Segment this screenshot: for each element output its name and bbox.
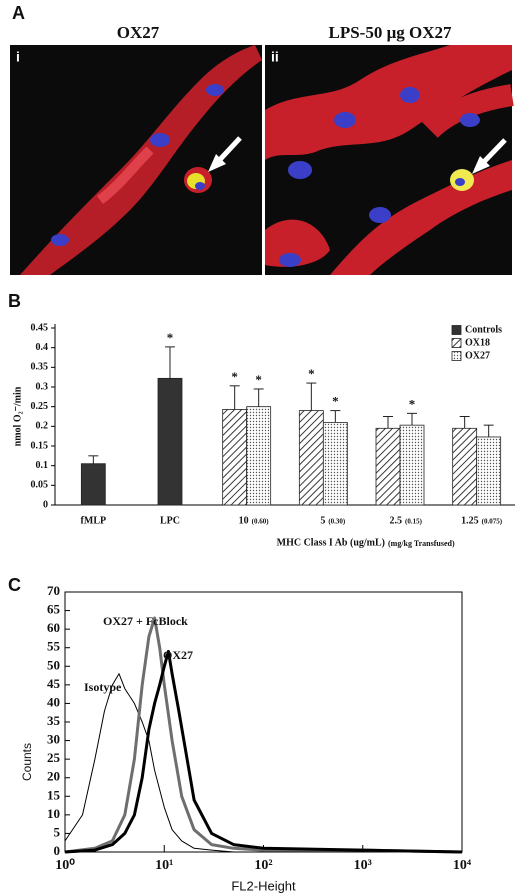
y-tick-label: 0.15 — [31, 440, 49, 451]
y-tick-label: 45 — [47, 676, 61, 691]
y-tick-label: 15 — [47, 787, 61, 802]
x-axis-label: FL2-Height — [231, 878, 296, 893]
y-tick-label: 60 — [47, 620, 60, 635]
y-tick-label: 65 — [47, 602, 61, 617]
x-tick-sublabel: (0.60) — [252, 518, 270, 526]
bar — [80, 463, 106, 506]
y-tick-label: 0.35 — [31, 362, 49, 373]
series-label: Isotype — [84, 680, 122, 694]
y-tick-label: 30 — [47, 732, 60, 747]
y-tick-label: 25 — [47, 750, 61, 765]
y-tick-label: 0.05 — [31, 480, 49, 491]
x-tick-label: 1.25 — [461, 515, 479, 526]
bar — [246, 406, 272, 506]
y-tick-label: 0.45 — [31, 322, 49, 333]
x-axis-label: MHC Class I Ab (ug/mL) — [277, 537, 385, 548]
legend-label: Controls — [465, 324, 502, 335]
y-tick-label: 40 — [47, 694, 60, 709]
x-tick-label: 5 — [320, 515, 325, 526]
bar — [476, 436, 502, 506]
bar — [157, 377, 183, 506]
histogram-line — [64, 616, 463, 854]
y-tick-label: 50 — [47, 657, 60, 672]
x-tick-label: 10¹ — [155, 858, 173, 873]
significance-marker: * — [409, 396, 416, 411]
y-tick-label: 20 — [47, 769, 60, 784]
x-tick-label: 10⁰ — [55, 858, 75, 873]
significance-marker: * — [332, 394, 339, 409]
bar — [399, 424, 425, 506]
legend-label: OX27 — [465, 350, 490, 361]
x-tick-sublabel: (0.15) — [405, 518, 423, 526]
significance-marker: * — [231, 369, 238, 384]
legend-swatch — [451, 351, 462, 361]
histogram-line — [64, 649, 463, 854]
significance-marker: * — [308, 366, 315, 381]
legend-label: OX18 — [465, 337, 490, 348]
x-tick-label: 10⁴ — [453, 858, 472, 873]
micrograph — [265, 45, 514, 275]
series-label: OX27 + FcBlock — [103, 614, 188, 628]
bar — [298, 410, 324, 506]
x-tick-label: 2.5 — [390, 515, 403, 526]
image-label: ii — [271, 49, 279, 65]
bar — [375, 427, 401, 506]
y-tick-label: 0 — [43, 499, 48, 510]
panel-label: C — [8, 575, 21, 595]
bar — [452, 427, 478, 506]
y-tick-label: 35 — [47, 713, 61, 728]
legend-swatch — [451, 338, 462, 348]
x-tick-label: LPC — [160, 515, 180, 526]
y-axis-label: nmol O₂⁻/min — [12, 386, 23, 446]
x-tick-sublabel: (0.075) — [482, 518, 503, 526]
x-tick-label: 10 — [239, 515, 249, 526]
histogram-line — [64, 673, 462, 853]
image-title: OX27 — [117, 23, 160, 42]
legend-swatch — [451, 325, 462, 335]
panel-label: B — [8, 291, 21, 311]
y-tick-label: 5 — [54, 824, 61, 839]
x-axis-sublabel: (mg/kg Transfused) — [388, 539, 455, 548]
bar — [322, 421, 348, 506]
x-tick-label: 10² — [254, 858, 272, 873]
x-tick-label: fMLP — [81, 515, 107, 526]
y-tick-label: 55 — [47, 639, 61, 654]
bar — [222, 409, 248, 506]
image-label: i — [16, 49, 20, 65]
y-axis-label: Counts — [20, 743, 34, 781]
panel-label: A — [12, 3, 25, 23]
series-label: OX27 — [163, 648, 193, 662]
y-tick-label: 0.4 — [36, 342, 49, 353]
significance-marker: * — [167, 330, 174, 345]
y-tick-label: 10 — [47, 806, 60, 821]
y-tick-label: 0.25 — [31, 401, 49, 412]
micrograph — [10, 45, 262, 275]
x-tick-label: 10³ — [354, 858, 372, 873]
y-tick-label: 70 — [47, 583, 60, 598]
image-title: LPS-50 μg OX27 — [329, 23, 452, 42]
y-tick-label: 0.3 — [36, 381, 49, 392]
x-tick-sublabel: (0.30) — [328, 518, 346, 526]
significance-marker: * — [255, 372, 262, 387]
y-tick-label: 0.2 — [36, 421, 49, 432]
y-tick-label: 0 — [54, 843, 61, 858]
y-tick-label: 0.1 — [36, 460, 49, 471]
